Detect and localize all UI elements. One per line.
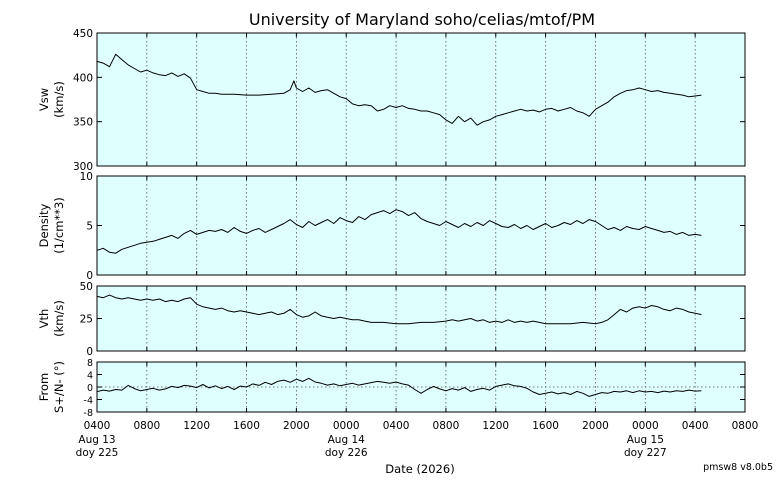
x-tick-label: 1600	[532, 420, 559, 432]
x-tick-label: 2000	[283, 420, 310, 432]
x-axis-label: Date (2026)	[385, 462, 454, 476]
y-axis-label: Density (1/cm**3)	[37, 197, 66, 254]
y-axis-label-line: Vsw	[37, 88, 51, 111]
panel-background	[97, 33, 745, 166]
x-tick-label: 0400	[383, 420, 410, 432]
x-tick-doy: doy 226	[325, 447, 368, 459]
y-tick-label: 50	[80, 281, 93, 293]
series-line-density	[96, 209, 702, 254]
x-tick-label: 0000	[333, 420, 360, 432]
y-tick-label: 0	[86, 346, 93, 358]
y-tick-label: 0	[87, 383, 93, 394]
x-tick-label: 0400	[84, 420, 111, 432]
series-line-vsw	[96, 53, 702, 126]
x-tick-label: 1600	[233, 420, 260, 432]
y-tick-label: 350	[73, 117, 93, 129]
y-axis-label-line: S+/N- (°)	[52, 361, 66, 413]
y-axis-label-line: (km/s)	[52, 300, 66, 337]
x-tick-label: 0800	[732, 420, 759, 432]
x-tick-date: Aug 15	[627, 434, 664, 446]
panel-background	[97, 286, 745, 351]
y-axis-label: Vsw (km/s)	[37, 81, 66, 118]
x-tick-label: 0800	[433, 420, 460, 432]
y-axis-label-line: (km/s)	[52, 81, 66, 118]
x-tick-label: 0400	[682, 420, 709, 432]
y-tick-label: -8	[84, 408, 93, 419]
y-tick-label: 300	[73, 161, 93, 173]
x-tick-label: 1200	[183, 420, 210, 432]
y-tick-label: 400	[73, 72, 93, 84]
panel-angle: -8-4 04 8 From S+/N- (°)	[37, 358, 746, 419]
panel-frame	[96, 32, 746, 167]
y-tick-label: -4	[84, 396, 93, 407]
panel-background	[97, 176, 745, 275]
series-line-vth	[96, 294, 702, 325]
y-axis-label-line: From	[37, 373, 51, 402]
series-line-angle	[96, 377, 702, 397]
x-tick-date: Aug 13	[78, 434, 115, 446]
panel-density: 0 5 10 Density (1/cm**3)	[37, 171, 746, 282]
y-axis-label-line: Density	[37, 203, 51, 247]
y-axis-label: Vth (km/s)	[37, 300, 66, 337]
x-tick-doy: doy 225	[76, 447, 119, 459]
panel-vsw: 300 350 400 450 Vsw (km/s)	[37, 28, 746, 173]
x-tick-label: 0800	[133, 420, 160, 432]
panel-vth: 0 25 50 Vth (km/s)	[37, 281, 746, 358]
x-tick-label: 2000	[582, 420, 609, 432]
x-tick-doy: doy 227	[624, 447, 667, 459]
y-tick-label: 4	[87, 371, 93, 382]
y-tick-label: 25	[80, 314, 93, 326]
x-tick-date: Aug 14	[328, 434, 366, 446]
y-tick-label: 10	[80, 171, 93, 183]
version-label: pmsw8 v8.0b5	[703, 462, 773, 473]
y-tick-label: 450	[73, 28, 93, 40]
x-tick-label: 1200	[482, 420, 509, 432]
y-axis-label-line: (1/cm**3)	[52, 197, 66, 254]
y-tick-label: 0	[86, 270, 93, 282]
y-tick-label: 5	[86, 221, 93, 233]
x-tick-label: 0000	[632, 420, 659, 432]
chart-title: University of Maryland soho/celias/mtof/…	[249, 10, 595, 29]
y-axis-label: From S+/N- (°)	[37, 361, 66, 413]
y-tick-label: 8	[87, 358, 93, 369]
y-axis-label-line: Vth	[37, 309, 51, 329]
